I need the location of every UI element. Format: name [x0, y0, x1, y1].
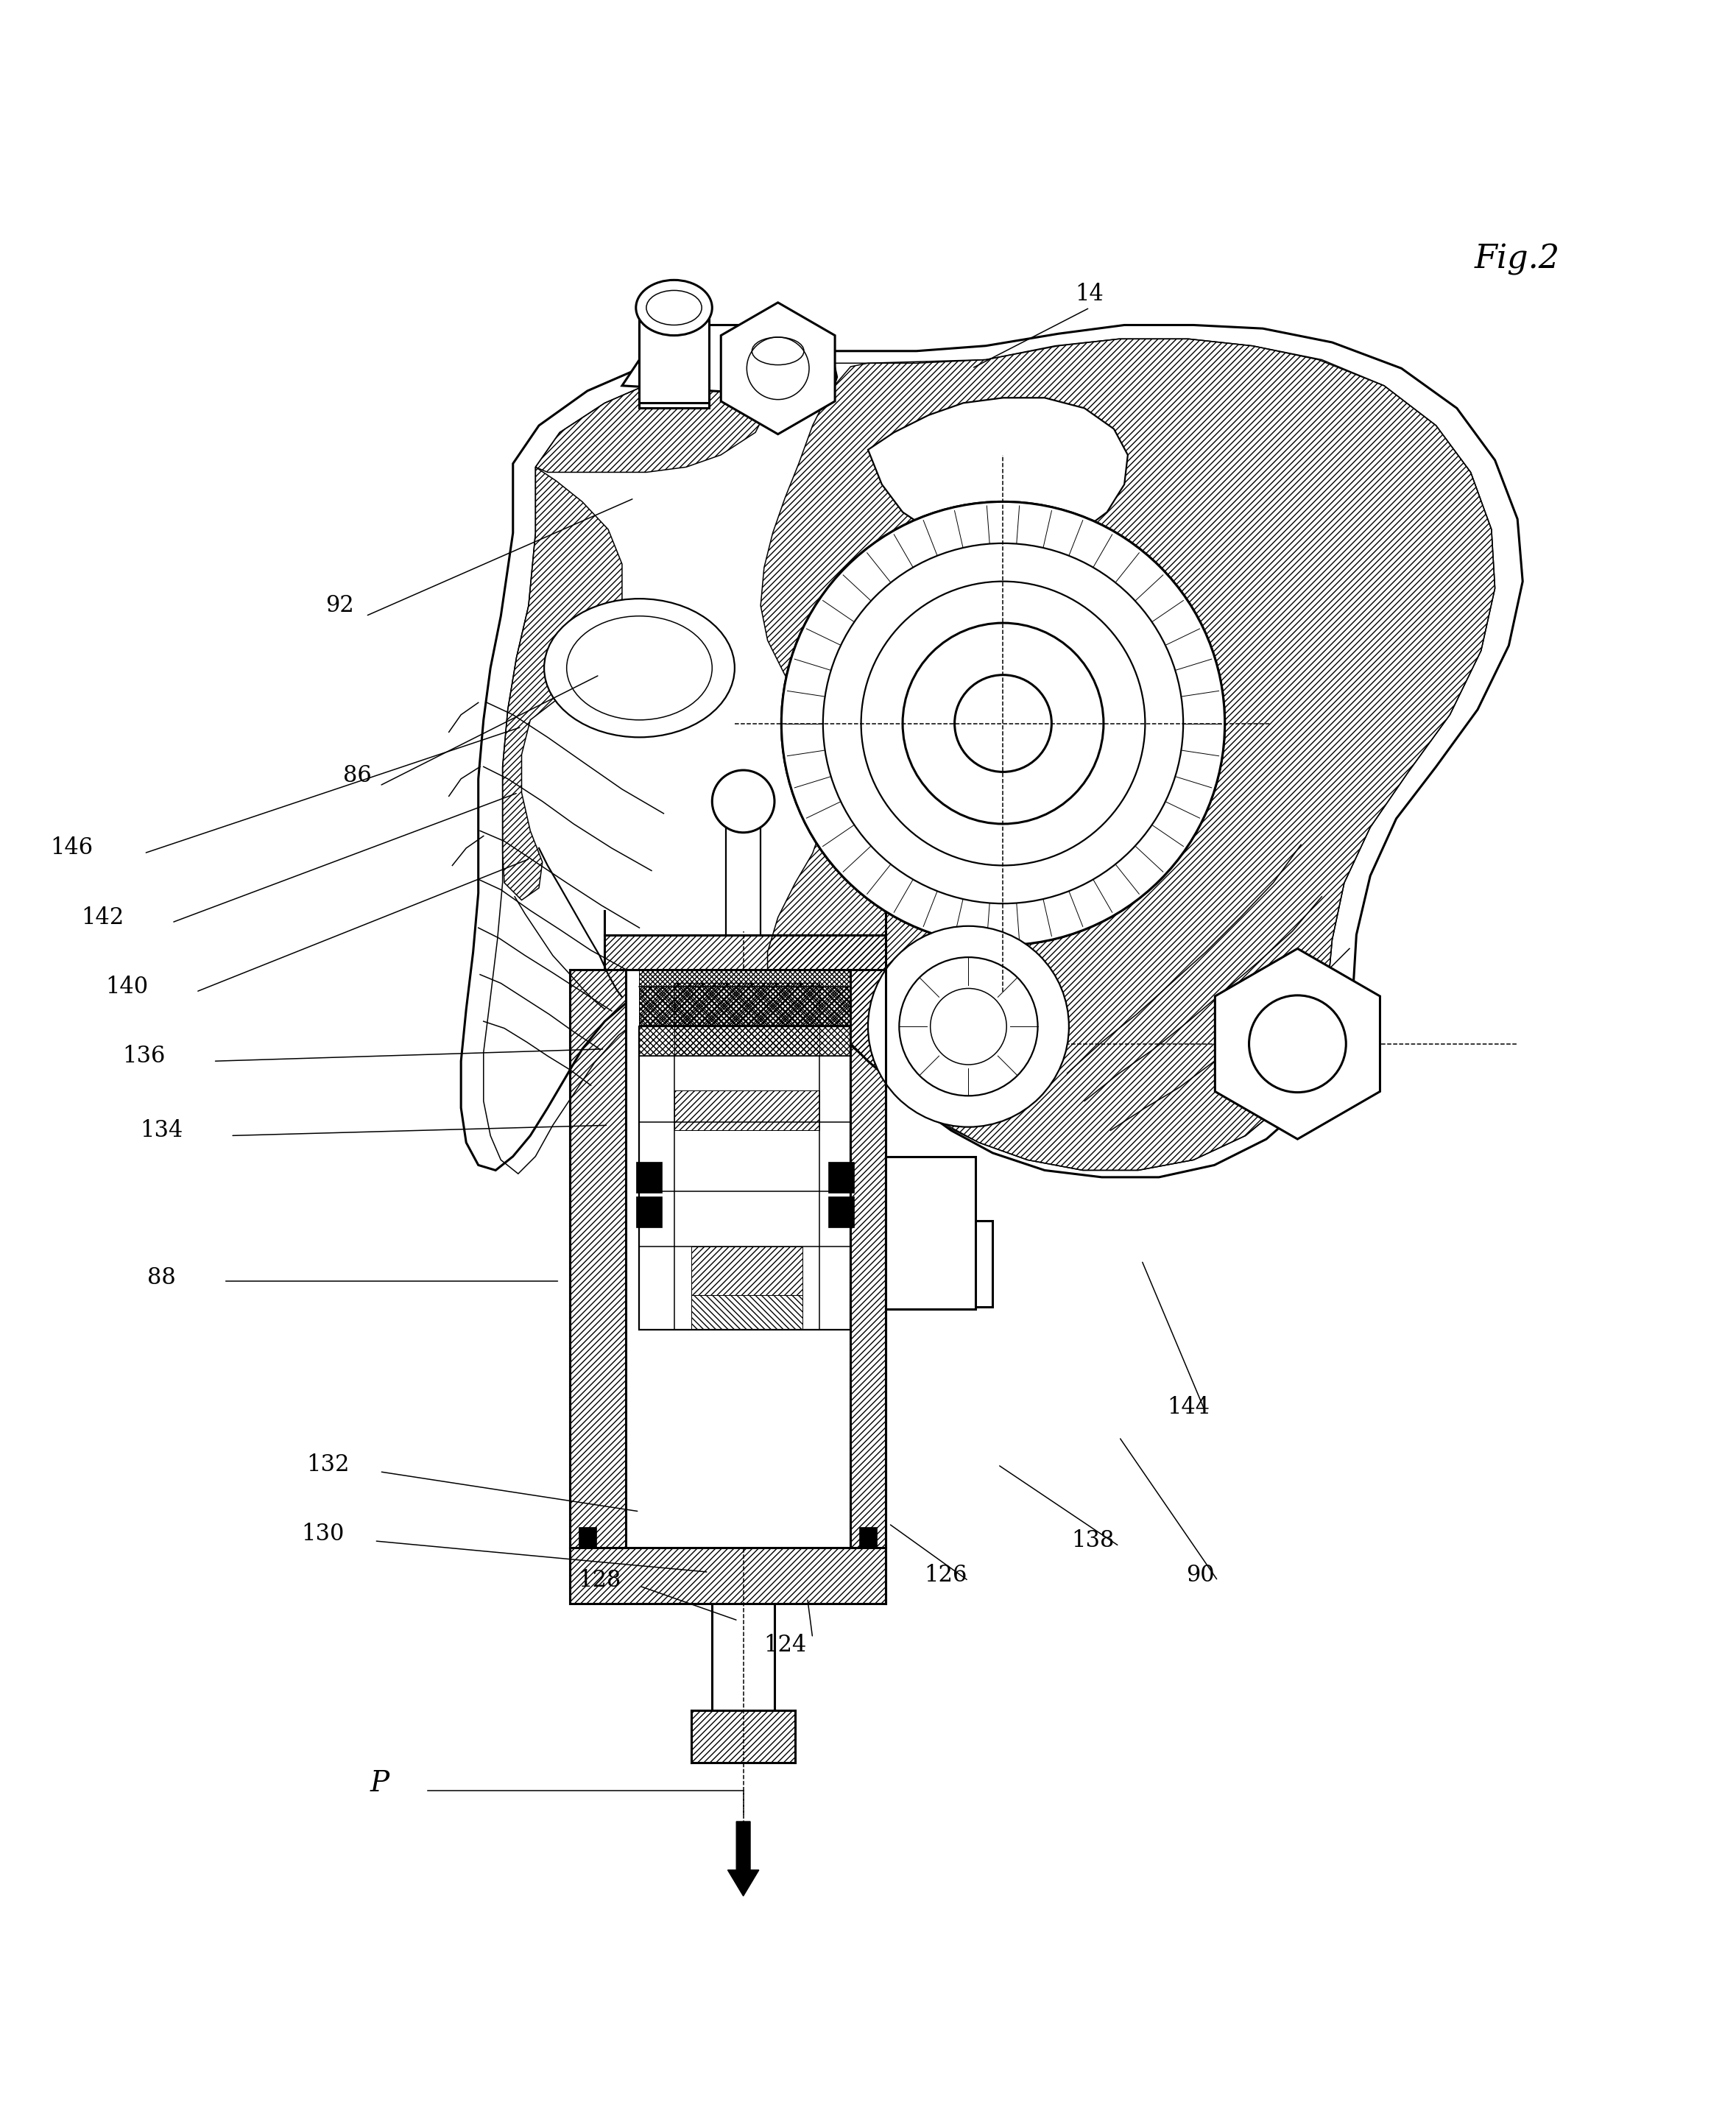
Bar	[569, 970, 885, 1604]
Bar	[885, 1156, 976, 1309]
Text: P: P	[370, 1770, 389, 1798]
Bar	[635, 1162, 661, 1194]
Bar	[635, 1196, 661, 1227]
Circle shape	[823, 543, 1184, 903]
Text: 86: 86	[342, 764, 372, 787]
Bar	[885, 1221, 993, 1307]
Circle shape	[781, 501, 1226, 945]
Text: 138: 138	[1071, 1530, 1115, 1551]
Circle shape	[861, 581, 1146, 865]
Circle shape	[868, 926, 1069, 1126]
Circle shape	[899, 958, 1038, 1097]
Text: Fig.2: Fig.2	[1474, 244, 1561, 276]
Text: 128: 128	[578, 1570, 621, 1591]
Text: 90: 90	[1186, 1564, 1215, 1587]
Ellipse shape	[543, 598, 734, 737]
Circle shape	[712, 770, 774, 834]
Text: 132: 132	[306, 1452, 349, 1476]
Circle shape	[903, 623, 1104, 823]
Bar	[625, 970, 851, 1547]
Bar	[859, 1526, 877, 1547]
Text: 136: 136	[123, 1044, 165, 1067]
Text: 140: 140	[106, 975, 148, 998]
Bar	[828, 1162, 854, 1194]
Bar	[828, 1196, 854, 1227]
Circle shape	[955, 676, 1052, 773]
Polygon shape	[1215, 949, 1380, 1139]
FancyArrow shape	[727, 1821, 759, 1897]
Text: 134: 134	[141, 1120, 182, 1141]
Bar	[639, 1027, 851, 1330]
Text: 124: 124	[764, 1633, 806, 1657]
Text: 92: 92	[326, 594, 354, 617]
Text: 142: 142	[82, 905, 123, 928]
Text: 144: 144	[1167, 1396, 1210, 1419]
Bar	[639, 307, 708, 408]
Text: 14: 14	[1075, 282, 1104, 305]
Text: 126: 126	[925, 1564, 967, 1587]
Text: 130: 130	[300, 1522, 344, 1545]
Text: 88: 88	[148, 1267, 175, 1288]
Polygon shape	[868, 398, 1128, 554]
Text: 146: 146	[50, 836, 92, 859]
Polygon shape	[621, 324, 837, 398]
Circle shape	[781, 501, 1226, 945]
Polygon shape	[720, 303, 835, 434]
Bar	[578, 1526, 595, 1547]
Polygon shape	[462, 324, 1522, 1177]
Ellipse shape	[635, 280, 712, 335]
